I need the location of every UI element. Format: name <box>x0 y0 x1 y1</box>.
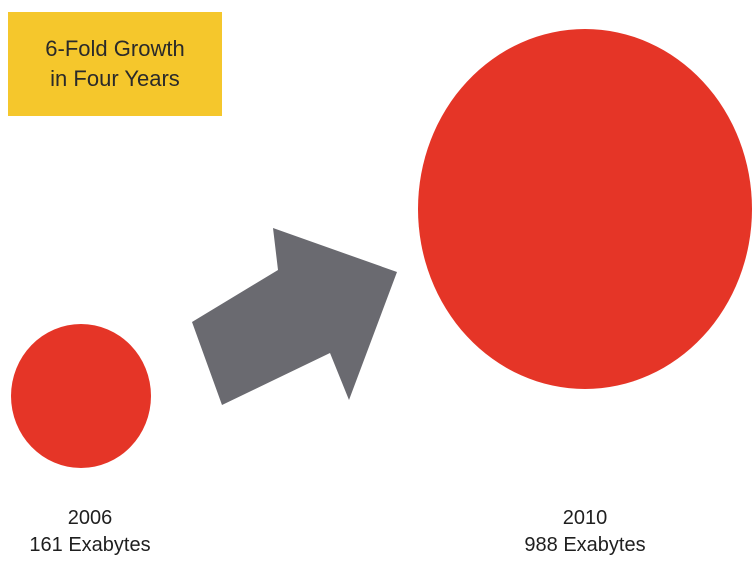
value-label-2006: 161 Exabytes <box>29 534 151 556</box>
chart-title: 6-Fold Growth in Four Years <box>45 36 185 91</box>
label-2010: 2010 988 Exabytes <box>495 505 675 559</box>
category-label-2006: 2006 <box>67 507 113 529</box>
growth-arrow <box>192 228 397 405</box>
title-callout: 6-Fold Growth in Four Years <box>8 12 222 116</box>
category-label-2010: 2010 <box>562 507 608 529</box>
bubble-2006 <box>11 324 151 468</box>
bubble-2010 <box>418 29 752 389</box>
label-2006: 2006 161 Exabytes <box>0 505 180 559</box>
value-label-2010: 988 Exabytes <box>524 534 646 556</box>
